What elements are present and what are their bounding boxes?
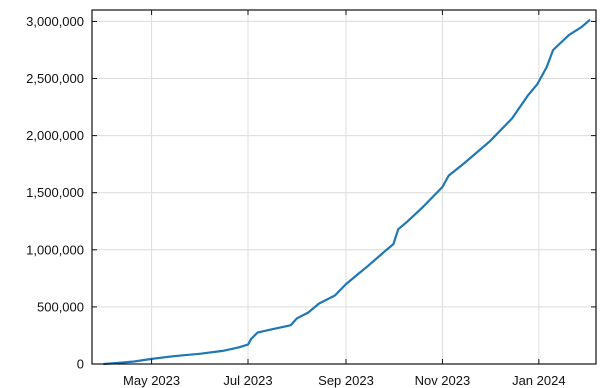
y-tick-label: 500,000 (37, 299, 84, 314)
axis-ticks: 0 500,000 1,000,000 1,500,000 2,000,000 2,500… (26, 10, 596, 388)
plot-frame (91, 9, 597, 365)
x-tick-label: May 2023 (123, 373, 180, 388)
y-tick-label: 0 (77, 357, 84, 372)
y-tick-label: 2,500,000 (26, 71, 84, 86)
y-tick-label: 1,000,000 (26, 242, 84, 257)
y-tick-label: 1,500,000 (26, 185, 84, 200)
grid (92, 10, 596, 364)
y-tick-label: 2,000,000 (26, 128, 84, 143)
x-tick-label: Jan 2024 (512, 373, 566, 388)
x-tick-label: Sep 2023 (318, 373, 374, 388)
y-tick-label: 3,000,000 (26, 14, 84, 29)
x-tick-label: Jul 2023 (223, 373, 272, 388)
series-line (103, 19, 591, 366)
x-tick-label: Nov 2023 (415, 373, 471, 388)
series-layer (103, 19, 591, 366)
